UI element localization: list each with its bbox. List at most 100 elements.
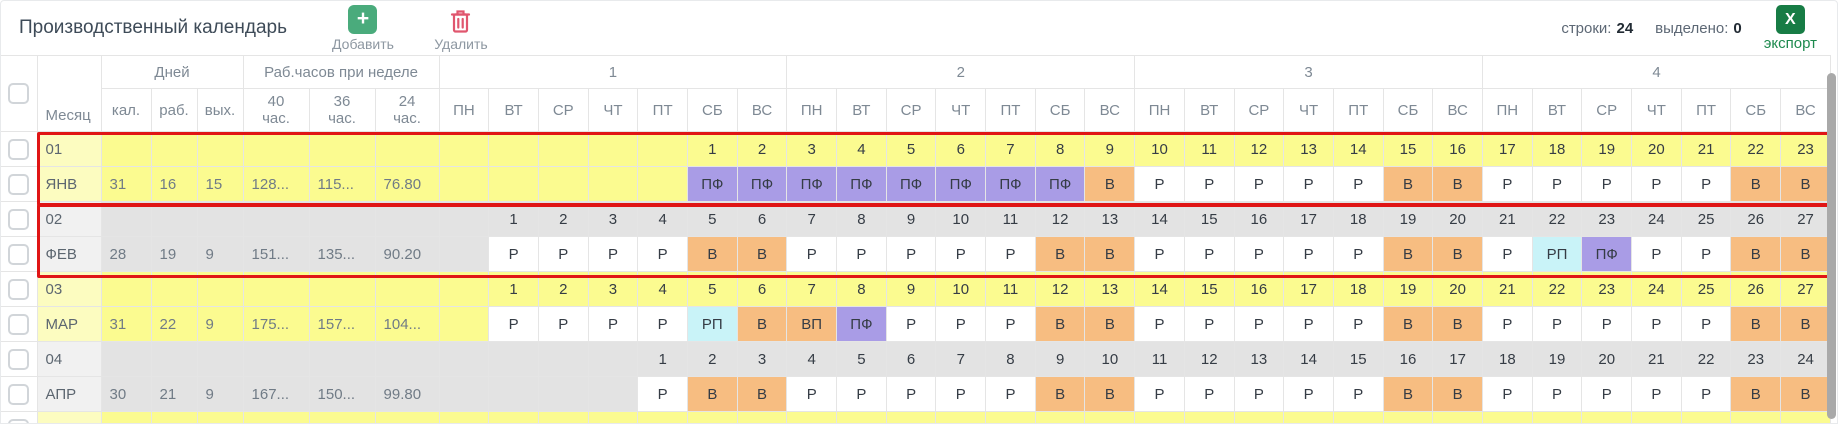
vertical-scrollbar[interactable] [1826, 57, 1836, 423]
day-type-cell[interactable]: Р [1134, 306, 1185, 342]
day-type-cell[interactable]: Р [1631, 376, 1682, 412]
day-type-cell[interactable]: В [1730, 376, 1782, 412]
delete-button[interactable]: Удалить [429, 5, 493, 52]
day-type-cell[interactable]: Р [1631, 236, 1682, 272]
day-type-cell[interactable] [438, 236, 490, 272]
month-number-cell[interactable]: 04 [36, 341, 102, 377]
day-type-cell[interactable]: Р [1531, 376, 1583, 412]
day-type-cell[interactable]: В [1034, 376, 1086, 412]
day-type-cell[interactable]: Р [1283, 376, 1334, 412]
day-type-cell[interactable]: Р [637, 236, 688, 272]
day-type-cell[interactable]: В [736, 306, 788, 342]
day-type-cell[interactable]: Р [1531, 166, 1583, 202]
day-type-cell[interactable] [587, 166, 639, 202]
day-type-cell[interactable]: В [1780, 166, 1831, 202]
row-checkbox[interactable] [8, 243, 30, 265]
day-type-cell[interactable]: Р [786, 236, 838, 272]
day-type-cell[interactable]: Р [1481, 166, 1533, 202]
day-type-cell[interactable]: Р [1581, 376, 1633, 412]
day-type-cell[interactable]: Р [1481, 236, 1533, 272]
day-type-cell[interactable]: В [1432, 376, 1483, 412]
month-name-cell[interactable]: ФЕВ [36, 236, 102, 272]
month-name-cell[interactable]: АПР [36, 376, 102, 412]
day-type-cell[interactable]: В [686, 236, 738, 272]
add-button[interactable]: + Добавить [331, 4, 395, 52]
day-type-cell[interactable]: ПФ [1581, 236, 1633, 272]
day-type-cell[interactable]: Р [1134, 236, 1185, 272]
day-type-cell[interactable]: Р [1183, 306, 1235, 342]
day-type-cell[interactable]: Р [1183, 166, 1235, 202]
day-type-cell[interactable]: В [1382, 236, 1434, 272]
day-type-cell[interactable] [488, 376, 539, 412]
day-type-cell[interactable]: Р [488, 236, 539, 272]
day-type-cell[interactable] [537, 376, 589, 412]
day-type-cell[interactable] [438, 376, 490, 412]
day-type-cell[interactable]: Р [885, 376, 937, 412]
day-type-cell[interactable]: В [736, 236, 788, 272]
day-type-cell[interactable]: В [1780, 376, 1831, 412]
day-type-cell[interactable]: РП [1531, 236, 1583, 272]
day-type-cell[interactable]: Р [836, 236, 887, 272]
day-type-cell[interactable]: Р [1183, 376, 1235, 412]
row-checkbox[interactable] [8, 418, 30, 423]
day-type-cell[interactable] [537, 166, 589, 202]
day-type-cell[interactable] [438, 306, 490, 342]
day-type-cell[interactable]: Р [1233, 166, 1285, 202]
day-type-cell[interactable]: ПФ [786, 166, 838, 202]
day-type-cell[interactable]: Р [885, 236, 937, 272]
day-type-cell[interactable]: В [1382, 376, 1434, 412]
day-type-cell[interactable]: ПФ [836, 306, 887, 342]
day-type-cell[interactable]: Р [1581, 166, 1633, 202]
day-type-cell[interactable]: В [1084, 306, 1136, 342]
day-type-cell[interactable]: Р [1332, 376, 1384, 412]
day-type-cell[interactable]: В [1730, 236, 1782, 272]
day-type-cell[interactable]: В [1730, 306, 1782, 342]
day-type-cell[interactable]: Р [1680, 236, 1732, 272]
day-type-cell[interactable]: Р [1531, 306, 1583, 342]
day-type-cell[interactable]: В [1034, 306, 1086, 342]
row-checkbox[interactable] [8, 208, 30, 230]
day-type-cell[interactable]: Р [1481, 306, 1533, 342]
day-type-cell[interactable]: В [736, 376, 788, 412]
day-type-cell[interactable]: Р [488, 306, 539, 342]
day-type-cell[interactable]: Р [935, 376, 987, 412]
day-type-cell[interactable]: В [1780, 306, 1831, 342]
day-type-cell[interactable]: Р [1581, 306, 1633, 342]
day-type-cell[interactable]: Р [537, 306, 589, 342]
day-type-cell[interactable]: Р [985, 236, 1036, 272]
day-type-cell[interactable]: ПФ [885, 166, 937, 202]
day-type-cell[interactable]: Р [1134, 166, 1185, 202]
day-type-cell[interactable]: В [1084, 166, 1136, 202]
row-checkbox[interactable] [8, 278, 30, 300]
day-type-cell[interactable]: ПФ [935, 166, 987, 202]
day-type-cell[interactable]: Р [637, 376, 688, 412]
day-type-cell[interactable]: Р [935, 306, 987, 342]
day-type-cell[interactable]: Р [1481, 376, 1533, 412]
day-type-cell[interactable]: ПФ [985, 166, 1036, 202]
month-number-cell[interactable]: 03 [36, 271, 102, 307]
day-type-cell[interactable]: Р [537, 236, 589, 272]
day-type-cell[interactable]: В [1730, 166, 1782, 202]
day-type-cell[interactable]: Р [1233, 306, 1285, 342]
day-type-cell[interactable]: Р [1631, 306, 1682, 342]
day-type-cell[interactable] [438, 166, 490, 202]
day-type-cell[interactable]: Р [1631, 166, 1682, 202]
day-type-cell[interactable]: В [1084, 376, 1136, 412]
day-type-cell[interactable]: В [1432, 306, 1483, 342]
day-type-cell[interactable]: Р [587, 236, 639, 272]
day-type-cell[interactable]: Р [587, 306, 639, 342]
day-type-cell[interactable]: В [1084, 236, 1136, 272]
day-type-cell[interactable]: Р [885, 306, 937, 342]
day-type-cell[interactable]: Р [985, 376, 1036, 412]
day-type-cell[interactable]: Р [1332, 306, 1384, 342]
scrollbar-thumb[interactable] [1827, 73, 1836, 419]
row-checkbox[interactable] [8, 313, 30, 335]
day-type-cell[interactable]: В [686, 376, 738, 412]
day-type-cell[interactable]: ВП [786, 306, 838, 342]
day-type-cell[interactable] [488, 166, 539, 202]
day-type-cell[interactable]: В [1382, 306, 1434, 342]
day-type-cell[interactable]: Р [836, 376, 887, 412]
row-checkbox[interactable] [8, 348, 30, 370]
day-type-cell[interactable]: ПФ [1034, 166, 1086, 202]
day-type-cell[interactable]: ПФ [686, 166, 738, 202]
